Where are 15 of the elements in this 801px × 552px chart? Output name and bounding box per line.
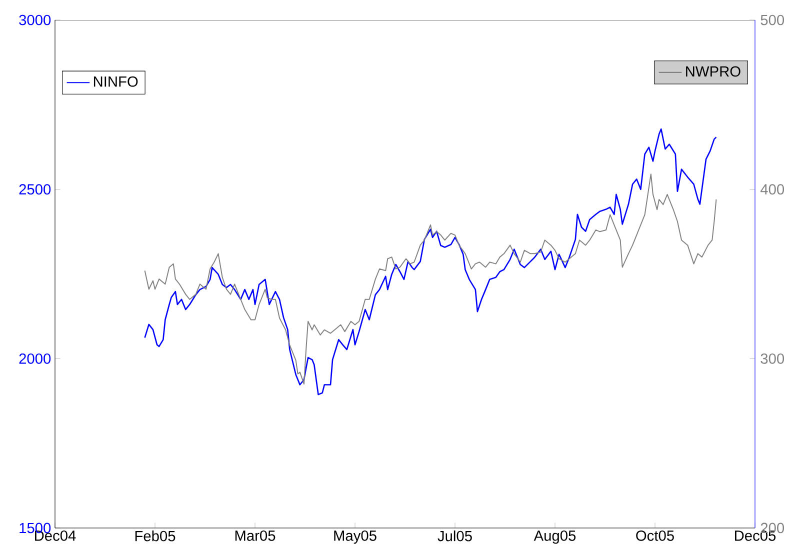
- legend-label: NWPRO: [686, 66, 740, 77]
- x-tick-label: Feb05: [135, 530, 176, 542]
- x-tick-label: May05: [334, 530, 376, 544]
- y2-tick-label: 400: [760, 184, 784, 195]
- line-series: [144, 128, 717, 396]
- y-tick-label: 2000: [19, 353, 51, 364]
- y-tick-label: 2500: [19, 184, 51, 195]
- x-tick-label: Aug05: [534, 530, 576, 544]
- y2-tick-label: 300: [760, 353, 784, 364]
- x-tick-label: Oct05: [636, 530, 674, 541]
- legend-label: NINFO: [94, 76, 138, 87]
- y2-tick-label: 500: [760, 14, 784, 26]
- x-tick-label: Jul05: [438, 530, 472, 542]
- y-tick-label: 3000: [19, 14, 51, 26]
- x-tick-label: Mar05: [235, 530, 276, 541]
